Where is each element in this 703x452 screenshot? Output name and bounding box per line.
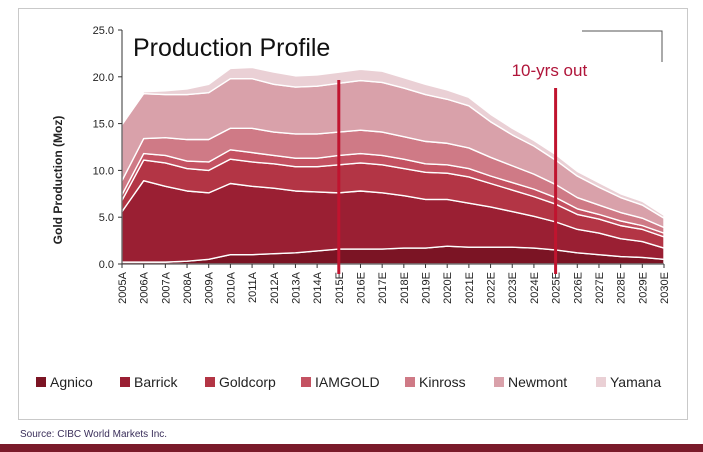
x-tick-label: 2022E xyxy=(486,272,498,304)
x-tick-label: 2021E xyxy=(464,272,476,304)
x-tick-label: 2013A xyxy=(290,271,302,303)
legend-swatch xyxy=(36,377,46,387)
legend-item-iamgold: IAMGOLD xyxy=(301,374,380,390)
legend-item-agnico: Agnico xyxy=(36,374,93,390)
y-axis-label: Gold Production (Moz) xyxy=(51,116,65,245)
legend-item-newmont: Newmont xyxy=(494,374,567,390)
bottom-bar xyxy=(0,444,703,452)
legend-label: Goldcorp xyxy=(219,374,276,390)
x-tick-label: 2017E xyxy=(377,272,389,304)
legend-item-barrick: Barrick xyxy=(120,374,179,390)
x-tick-label: 2019E xyxy=(421,272,433,304)
legend-swatch xyxy=(494,377,504,387)
x-axis: 2005A 2006A 2007A 2008A 2009A 2010A 2011A 2012A… xyxy=(117,263,671,304)
legend-item-yamana: Yamana xyxy=(596,374,661,390)
y-tick-label: 10.0 xyxy=(93,165,114,177)
x-tick-label: 2006A xyxy=(139,271,151,303)
legend-label: Barrick xyxy=(134,374,179,390)
source-note: Source: CIBC World Markets Inc. xyxy=(20,429,168,440)
bracket-line xyxy=(582,30,663,62)
legend-label: Agnico xyxy=(50,374,93,390)
area-layers xyxy=(121,66,665,265)
legend-swatch xyxy=(205,377,215,387)
y-tick-label: 15.0 xyxy=(93,119,114,131)
x-tick-label: 2005A xyxy=(117,271,129,303)
y-tick-label: 5.0 xyxy=(99,212,114,224)
legend-swatch xyxy=(596,377,606,387)
x-tick-label: 2020E xyxy=(442,272,454,304)
legend-label: Kinross xyxy=(419,374,466,390)
marker-label: 10-yrs out xyxy=(512,61,588,80)
x-tick-label: 2009A xyxy=(204,271,216,303)
legend-item-goldcorp: Goldcorp xyxy=(205,374,276,390)
legend-swatch xyxy=(405,377,415,387)
legend-label: Newmont xyxy=(508,374,567,390)
area-yamana xyxy=(121,66,665,219)
x-tick-label: 2024E xyxy=(529,272,541,304)
chart-title: Production Profile xyxy=(133,34,330,62)
x-tick-label: 2026E xyxy=(572,272,584,304)
y-axis: 0.0 5.0 10.0 15.0 20.0 25.0 xyxy=(93,25,123,271)
x-tick-label: 2016E xyxy=(355,272,367,304)
x-tick-label: 2023E xyxy=(507,272,519,304)
legend-swatch xyxy=(120,377,130,387)
x-tick-label: 2027E xyxy=(594,272,606,304)
legend-item-kinross: Kinross xyxy=(405,374,466,390)
x-tick-label: 2008A xyxy=(182,271,194,303)
x-tick-label: 2015E xyxy=(334,272,346,304)
x-tick-label: 2014A xyxy=(312,271,324,303)
legend-swatch xyxy=(301,377,311,387)
x-tick-label: 2029E xyxy=(637,272,649,304)
legend-label: IAMGOLD xyxy=(315,374,380,390)
y-tick-label: 20.0 xyxy=(93,72,114,84)
x-tick-label: 2011A xyxy=(247,271,259,303)
x-tick-label: 2030E xyxy=(659,272,671,304)
y-tick-label: 25.0 xyxy=(93,25,114,37)
x-tick-label: 2010A xyxy=(225,271,237,303)
x-tick-label: 2025E xyxy=(551,272,563,304)
x-tick-label: 2012A xyxy=(269,271,281,303)
x-tick-label: 2007A xyxy=(160,271,172,303)
legend-label: Yamana xyxy=(610,374,661,390)
y-tick-label: 0.0 xyxy=(99,259,114,271)
x-tick-label: 2028E xyxy=(616,272,628,304)
x-tick-label: 2018E xyxy=(399,272,411,304)
marker-lines: 10-yrs out xyxy=(337,30,663,274)
legend: Agnico Barrick Goldcorp IAMGOLD Kinross Newmo… xyxy=(36,374,661,390)
